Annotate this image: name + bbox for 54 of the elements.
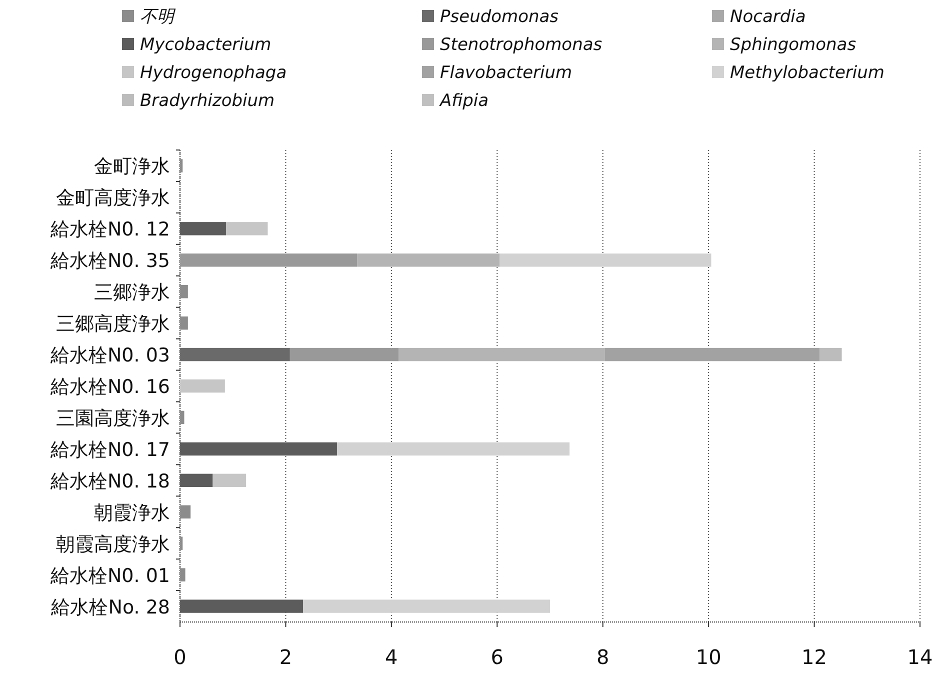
bar	[357, 254, 500, 267]
bar	[180, 348, 290, 362]
x-tick-label: 0	[174, 645, 186, 669]
legend-label: Pseudomonas	[440, 7, 559, 27]
bar	[180, 568, 186, 582]
bar	[180, 379, 225, 393]
bar	[180, 159, 183, 172]
bar	[180, 410, 184, 424]
bar	[226, 222, 268, 236]
y-tick-label: 金町高度浄水	[56, 187, 170, 210]
y-tick-label: 給水栓N0. 35	[49, 250, 170, 272]
y-tick-label: 三郷浄水	[94, 282, 170, 304]
bar	[820, 348, 842, 362]
bar	[180, 284, 188, 298]
bar	[336, 442, 570, 456]
x-tick-label: 12	[802, 645, 828, 669]
y-tick-label: 三園高度浄水	[56, 407, 170, 430]
y-tick-label: 給水栓N0. 16	[49, 376, 170, 398]
y-tick-label: 朝霞高度浄水	[56, 533, 170, 556]
x-tick-label: 8	[596, 645, 610, 669]
y-tick-label: 給水栓No. 28	[50, 596, 170, 618]
y-tick-label: 給水栓N0. 12	[49, 218, 170, 241]
legend-label: Flavobacterium	[440, 63, 572, 83]
x-tick-label: 14	[907, 645, 933, 669]
bar	[180, 316, 188, 330]
bar	[303, 600, 550, 613]
x-tick-label: 10	[696, 645, 722, 669]
bar	[604, 348, 820, 362]
bar	[500, 254, 712, 267]
y-tick-label: 給水栓N0. 18	[49, 470, 170, 492]
legend-label: Nocardia	[730, 7, 806, 27]
bar	[180, 254, 358, 267]
y-tick-label: 朝霞浄水	[94, 502, 170, 524]
y-tick-label: 給水栓N0. 01	[49, 564, 170, 587]
legend-label: Methylobacterium	[730, 63, 884, 83]
legend-label: Mycobacterium	[140, 35, 272, 55]
legend-label: 不明	[140, 7, 176, 27]
x-tick-label: 2	[279, 645, 292, 669]
x-tick-label: 4	[385, 645, 398, 669]
legend-label: Stenotrophomonas	[440, 35, 602, 55]
x-tick-label: 6	[490, 645, 504, 669]
bar	[398, 348, 605, 362]
bar	[290, 348, 399, 362]
y-tick-label: 給水栓N0. 03	[49, 344, 170, 367]
legend-label: Hydrogenophaga	[140, 63, 287, 83]
y-tick-label: 給水栓N0. 17	[49, 438, 170, 461]
legend-label: Sphingomonas	[730, 35, 856, 55]
y-tick-label: 三郷高度浄水	[56, 313, 170, 336]
y-tick-label: 金町浄水	[94, 156, 170, 178]
bar	[212, 474, 246, 488]
legend-label: Afipia	[439, 91, 489, 111]
bar	[180, 536, 183, 550]
legend-label: Bradyrhizobium	[140, 91, 275, 111]
bar	[180, 505, 191, 518]
